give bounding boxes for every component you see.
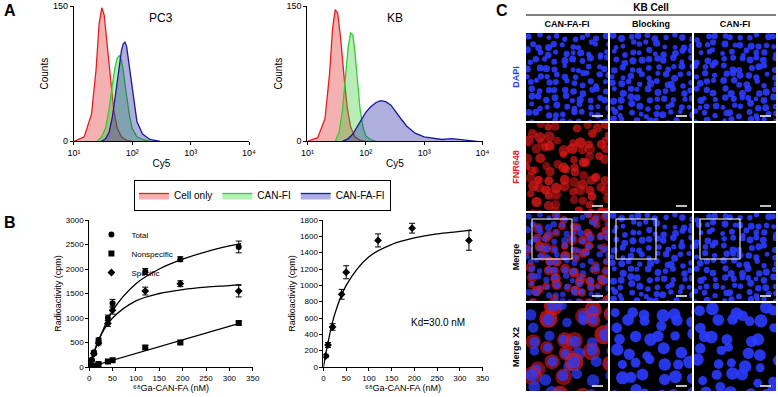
svg-text:CAN-FI: CAN-FI bbox=[720, 19, 751, 29]
svg-text:CAN-FA-FI: CAN-FA-FI bbox=[545, 19, 590, 29]
svg-text:200: 200 bbox=[176, 374, 190, 383]
svg-text:1600: 1600 bbox=[300, 232, 318, 241]
svg-text:1800: 1800 bbox=[300, 216, 318, 225]
svg-text:10¹: 10¹ bbox=[301, 148, 314, 158]
svg-text:0: 0 bbox=[321, 374, 326, 383]
svg-text:Kd=30.0 nM: Kd=30.0 nM bbox=[411, 317, 465, 328]
svg-text:150: 150 bbox=[53, 1, 68, 11]
svg-text:Total: Total bbox=[131, 231, 148, 240]
svg-text:10¹: 10¹ bbox=[67, 148, 80, 158]
svg-text:Cy5: Cy5 bbox=[153, 158, 171, 169]
svg-text:300: 300 bbox=[223, 374, 237, 383]
svg-text:0: 0 bbox=[87, 374, 92, 383]
svg-text:FNR648: FNR648 bbox=[511, 150, 521, 184]
svg-text:Specific: Specific bbox=[131, 269, 159, 278]
svg-text:10²: 10² bbox=[126, 148, 139, 158]
svg-text:200: 200 bbox=[408, 374, 422, 383]
svg-text:Counts: Counts bbox=[39, 58, 50, 90]
svg-text:Blocking: Blocking bbox=[632, 19, 670, 29]
svg-text:KB Cell: KB Cell bbox=[633, 2, 669, 13]
svg-text:1400: 1400 bbox=[300, 248, 318, 257]
svg-text:2000: 2000 bbox=[66, 265, 84, 274]
svg-text:800: 800 bbox=[305, 297, 319, 306]
svg-text:0: 0 bbox=[297, 136, 302, 146]
svg-text:1000: 1000 bbox=[66, 314, 84, 323]
svg-text:CAN-FA-FI: CAN-FA-FI bbox=[336, 190, 385, 201]
svg-text:Merge: Merge bbox=[511, 244, 521, 271]
svg-text:0: 0 bbox=[313, 363, 318, 372]
svg-text:350: 350 bbox=[246, 374, 260, 383]
svg-text:⁶⁸Ga-CAN-FA (nM): ⁶⁸Ga-CAN-FA (nM) bbox=[365, 383, 441, 393]
svg-text:Merge X2: Merge X2 bbox=[511, 327, 521, 367]
svg-text:150: 150 bbox=[153, 374, 167, 383]
svg-text:Counts: Counts bbox=[273, 58, 284, 90]
svg-text:Cy5: Cy5 bbox=[386, 158, 404, 169]
svg-text:100: 100 bbox=[129, 374, 143, 383]
svg-text:Radioactivity (cpm): Radioactivity (cpm) bbox=[53, 255, 63, 332]
svg-text:0: 0 bbox=[63, 136, 68, 146]
svg-text:150: 150 bbox=[385, 374, 399, 383]
svg-text:⁶⁸Ga-CAN-FA (nM): ⁶⁸Ga-CAN-FA (nM) bbox=[133, 383, 209, 393]
svg-text:DAPI: DAPI bbox=[511, 66, 521, 88]
html-text:C: C bbox=[496, 2, 508, 19]
svg-text:KB: KB bbox=[387, 11, 403, 25]
svg-text:10³: 10³ bbox=[418, 148, 431, 158]
svg-text:10⁴: 10⁴ bbox=[476, 148, 490, 158]
svg-text:2500: 2500 bbox=[66, 240, 84, 249]
svg-text:200: 200 bbox=[305, 346, 319, 355]
svg-text:1200: 1200 bbox=[300, 265, 318, 274]
svg-text:1000: 1000 bbox=[300, 281, 318, 290]
svg-text:50: 50 bbox=[342, 374, 351, 383]
svg-text:3000: 3000 bbox=[66, 216, 84, 225]
svg-text:300: 300 bbox=[453, 374, 467, 383]
svg-text:10²: 10² bbox=[359, 148, 372, 158]
svg-text:250: 250 bbox=[199, 374, 213, 383]
svg-text:Cell only: Cell only bbox=[174, 190, 212, 201]
svg-text:CAN-FI: CAN-FI bbox=[257, 190, 290, 201]
svg-text:0: 0 bbox=[79, 363, 84, 372]
svg-text:600: 600 bbox=[305, 314, 319, 323]
svg-text:Radioactivity (cpm): Radioactivity (cpm) bbox=[287, 255, 297, 332]
svg-text:1500: 1500 bbox=[66, 289, 84, 298]
svg-text:350: 350 bbox=[476, 374, 490, 383]
svg-text:Nonspecific: Nonspecific bbox=[131, 250, 172, 259]
svg-text:150: 150 bbox=[287, 1, 302, 11]
svg-text:250: 250 bbox=[430, 374, 444, 383]
html-text:B: B bbox=[4, 214, 16, 231]
svg-text:50: 50 bbox=[108, 374, 117, 383]
svg-text:10³: 10³ bbox=[184, 148, 197, 158]
svg-text:100: 100 bbox=[362, 374, 376, 383]
svg-text:10⁴: 10⁴ bbox=[242, 148, 256, 158]
svg-text:500: 500 bbox=[70, 338, 84, 347]
html-text:A: A bbox=[4, 2, 16, 19]
svg-text:PC3: PC3 bbox=[149, 11, 173, 25]
svg-text:400: 400 bbox=[305, 330, 319, 339]
